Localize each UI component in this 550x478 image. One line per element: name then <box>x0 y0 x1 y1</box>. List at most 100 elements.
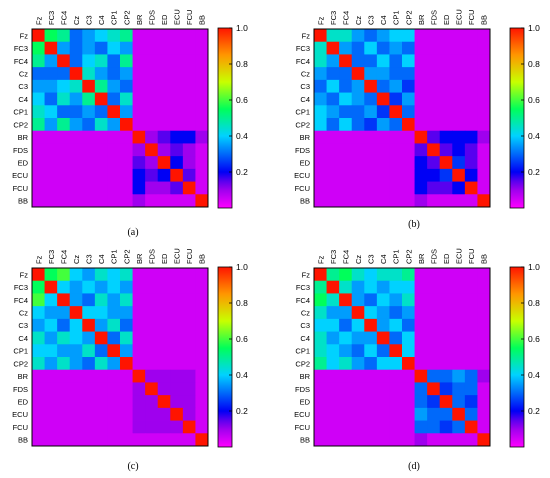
heatmap-cell <box>351 407 365 421</box>
heatmap-cell <box>107 344 121 358</box>
heatmap-cell <box>402 156 415 170</box>
heatmap-cell <box>414 433 428 447</box>
heatmap-cell <box>120 344 133 358</box>
heatmap-cell <box>464 268 478 282</box>
heatmap-cell <box>414 79 428 93</box>
colorbar-tick-label: 1.0 <box>528 23 540 33</box>
heatmap-cell <box>170 331 184 345</box>
heatmap-cell <box>182 280 196 294</box>
heatmap-cell <box>427 395 441 409</box>
heatmap-cell <box>195 369 209 383</box>
heatmap-cell <box>120 331 133 345</box>
heatmap-cell <box>314 344 327 358</box>
heatmap-cell <box>427 156 441 170</box>
row-tick-label: Fz <box>20 31 29 40</box>
heatmap-cell <box>402 194 415 208</box>
heatmap-cell <box>477 331 491 345</box>
heatmap-cell <box>427 92 441 106</box>
column-tick-label: BB <box>198 254 207 264</box>
row-tick-label: BR <box>18 133 29 142</box>
heatmap-cell <box>364 357 378 371</box>
heatmap-cell <box>69 118 83 132</box>
heatmap-cell <box>464 407 478 421</box>
heatmap-cell <box>414 344 428 358</box>
column-tick-label: CP1 <box>110 249 119 264</box>
heatmap-cell <box>477 268 491 282</box>
column-tick-label: C4 <box>379 254 388 264</box>
heatmap-cell <box>427 280 441 294</box>
heatmap-cell <box>157 92 171 106</box>
row-tick-label: Cz <box>19 70 28 79</box>
heatmap-cell <box>32 407 45 421</box>
heatmap-cell <box>439 29 453 43</box>
heatmap-cell <box>157 105 171 119</box>
heatmap-cell <box>326 382 340 396</box>
heatmap-cell <box>69 344 83 358</box>
column-tick-label: Cz <box>72 255 81 264</box>
heatmap-cell <box>57 318 71 332</box>
heatmap-cell <box>132 369 146 383</box>
heatmap-cell <box>452 67 466 81</box>
heatmap-cell <box>132 67 146 81</box>
heatmap-cell <box>69 306 83 320</box>
heatmap-cell <box>364 181 378 195</box>
heatmap-cell <box>195 395 209 409</box>
row-tick-label: C4 <box>18 95 28 104</box>
heatmap-cell <box>464 331 478 345</box>
heatmap-cell <box>170 181 184 195</box>
heatmap-cell <box>427 168 441 182</box>
row-tick-label: BR <box>300 372 311 381</box>
heatmap-cell <box>414 105 428 119</box>
heatmap-cell <box>195 280 209 294</box>
heatmap-cell <box>464 280 478 294</box>
colorbar-tick-label: 0.4 <box>528 370 540 380</box>
heatmap-cell <box>69 382 83 396</box>
heatmap-cell <box>157 306 171 320</box>
panel-caption: (a) <box>127 227 138 238</box>
heatmap-cell <box>157 433 171 447</box>
panel-caption: (b) <box>408 219 420 230</box>
heatmap-cell <box>414 92 428 106</box>
heatmap-cell <box>314 54 327 68</box>
heatmap-cell <box>182 67 196 81</box>
heatmap-cell <box>69 433 83 447</box>
heatmap-cell <box>82 156 96 170</box>
heatmap-cell <box>464 130 478 144</box>
heatmap-cell <box>389 41 403 55</box>
heatmap-cell <box>57 143 71 157</box>
heatmap-cell <box>314 407 327 421</box>
heatmap-cell <box>145 67 159 81</box>
heatmap-cell <box>314 118 327 132</box>
heatmap-cell <box>314 268 327 282</box>
heatmap-cell <box>44 318 58 332</box>
heatmap-cell <box>351 67 365 81</box>
heatmap-cell <box>132 130 146 144</box>
heatmap-cell <box>32 156 45 170</box>
heatmap-cell <box>132 395 146 409</box>
heatmap-cell <box>402 268 415 282</box>
heatmap-cell <box>314 433 327 447</box>
heatmap-cell <box>326 181 340 195</box>
heatmap-cell <box>82 54 96 68</box>
column-tick-label: FDS <box>429 10 438 25</box>
heatmap-cell <box>145 293 159 307</box>
heatmap-cell <box>402 331 415 345</box>
heatmap-cell <box>477 420 491 434</box>
heatmap-cell <box>107 369 121 383</box>
heatmap-cell <box>414 306 428 320</box>
heatmap-cell <box>314 194 327 208</box>
heatmap-cell <box>326 29 340 43</box>
heatmap-cell <box>145 280 159 294</box>
heatmap-cell <box>364 54 378 68</box>
heatmap-cell <box>326 54 340 68</box>
heatmap-cell <box>477 54 491 68</box>
heatmap-cell <box>439 118 453 132</box>
heatmap-cell <box>464 433 478 447</box>
heatmap-cell <box>452 331 466 345</box>
heatmap-cell <box>414 293 428 307</box>
row-tick-label: FC3 <box>14 44 28 53</box>
heatmap-cell <box>82 194 96 208</box>
heatmap-cell <box>132 268 146 282</box>
heatmap-cell <box>477 41 491 55</box>
